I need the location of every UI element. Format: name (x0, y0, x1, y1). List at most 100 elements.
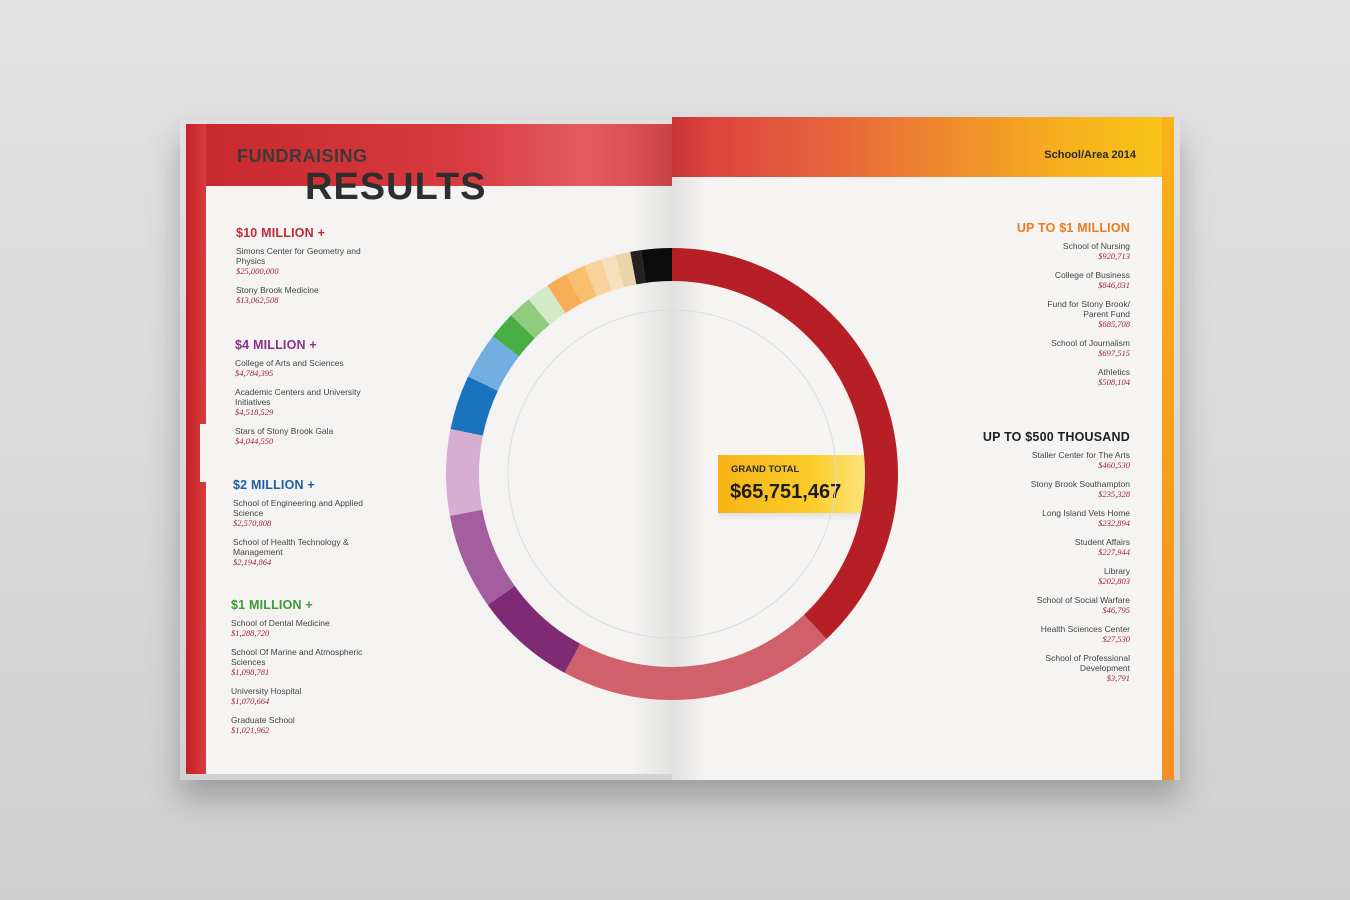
list-item: College of Arts and Sciences $4,784,395 (235, 358, 375, 378)
left-header-band (186, 124, 672, 186)
entry-amount: $1,098,781 (231, 667, 270, 677)
entry-amount: $1,021,962 (231, 725, 270, 735)
left-spine-edge (186, 124, 206, 774)
list-item: Long Island Vets Home $232,894 (960, 508, 1130, 528)
left-page: FUNDRAISING RESULTS $10 MILLION + Simons… (186, 124, 672, 774)
entry-amount: $1,288,720 (231, 628, 270, 638)
donut-segment (492, 315, 535, 357)
tier-4-million: $4 MILLION + College of Arts and Science… (235, 338, 375, 455)
entry-name: Long Island Vets Home (1042, 508, 1130, 518)
entry-name: College of Arts and Sciences (235, 358, 344, 368)
entry-amount: $13,062,508 (236, 295, 279, 305)
title-line-1: FUNDRAISING (237, 146, 368, 166)
entry-name: Academic Centers and University Initiati… (235, 387, 361, 407)
donut-segment (566, 265, 598, 304)
list-item: School of Social Warfare $46,795 (960, 595, 1130, 615)
right-header-band (672, 117, 1174, 177)
grand-total-value: $65,751,467 (730, 481, 842, 503)
entry-name: School Of Marine and Atmospheric Science… (231, 647, 363, 667)
entry-name: School of Professional Development (1045, 653, 1130, 673)
entry-amount: $846,031 (1098, 280, 1130, 290)
tier-heading: $10 MILLION + (236, 226, 326, 240)
list-item: Academic Centers and University Initiati… (235, 387, 375, 417)
donut-segment (487, 585, 581, 673)
list-item: School Of Marine and Atmospheric Science… (231, 647, 371, 677)
entry-amount: $227,944 (1098, 547, 1130, 557)
list-item: School of Professional Development $3,791 (960, 653, 1130, 683)
entry-amount: $2,194,864 (233, 557, 272, 567)
list-item: Athletics $508,104 (960, 367, 1130, 387)
list-item: Stony Brook Southampton $235,328 (960, 479, 1130, 499)
donut-segment (672, 248, 898, 639)
list-item: School of Dental Medicine $1,288,720 (231, 618, 371, 638)
entry-name: School of Journalism (1051, 338, 1130, 348)
entry-amount: $4,518,529 (235, 407, 274, 417)
entry-amount: $920,713 (1098, 251, 1130, 261)
tier-up-to-1-million: UP TO $1 MILLION School of Nursing $920,7… (960, 221, 1130, 396)
entry-name: Stony Brook Medicine (236, 285, 319, 295)
entry-amount: $202,803 (1098, 576, 1130, 586)
entry-name: School of Dental Medicine (231, 618, 330, 628)
entry-name: Health Sciences Center (1040, 624, 1130, 634)
entry-name: Stony Brook Southampton (1030, 479, 1130, 489)
donut-segment (584, 259, 612, 297)
entry-name: College of Business (1054, 270, 1130, 280)
donut-segment (615, 251, 637, 288)
tier-heading: $2 MILLION + (233, 478, 315, 492)
entry-name: Student Affairs (1074, 537, 1130, 547)
list-item: University Hospital $1,070,664 (231, 686, 371, 706)
donut-segment (445, 429, 483, 516)
entry-amount: $460,530 (1098, 460, 1130, 470)
entry-amount: $4,044,550 (235, 436, 274, 446)
entry-name: School of Nursing (1062, 241, 1130, 251)
tier-heading: $1 MILLION + (231, 598, 313, 612)
donut-segment (630, 250, 646, 285)
list-item: Stony Brook Medicine $13,062,508 (236, 285, 376, 305)
list-item: College of Business $846,031 (960, 270, 1130, 290)
entry-name: School of Engineering and Applied Scienc… (233, 498, 363, 518)
entry-name: University Hospital (231, 686, 302, 696)
grand-total-label: GRAND TOTAL (731, 464, 800, 475)
tier-heading: $4 MILLION + (235, 338, 317, 352)
right-page-edge (1162, 117, 1174, 780)
title-line-2: RESULTS (305, 166, 487, 208)
entry-name: Athletics (1097, 367, 1130, 377)
donut-segment (528, 285, 566, 325)
entry-amount: $25,000,000 (236, 266, 279, 276)
tier-heading: UP TO $500 THOUSAND (982, 430, 1130, 444)
entry-name: School of Social Warfare (1036, 595, 1130, 605)
entry-amount: $685,708 (1098, 319, 1130, 329)
entry-amount: $27,530 (1102, 634, 1130, 644)
entry-name: Staller Center for The Arts (1031, 450, 1130, 460)
list-item: Simons Center for Geometry and Physics $2… (236, 246, 376, 276)
tier-up-to-500-thousand: UP TO $500 THOUSAND Staller Center for T… (960, 430, 1130, 692)
entry-amount: $3,791 (1106, 673, 1130, 683)
grand-total-shadow (718, 513, 868, 521)
entry-amount: $4,784,395 (235, 368, 274, 378)
list-item: Library $202,803 (960, 566, 1130, 586)
list-item: School of Nursing $920,713 (960, 241, 1130, 261)
donut-segment (468, 336, 520, 391)
donut-segment (601, 255, 624, 291)
list-item: Graduate School $1,021,962 (231, 715, 371, 735)
entry-name: Stars of Stony Brook Gala (235, 426, 334, 436)
ring-segments (445, 248, 898, 701)
entry-amount: $2,570,808 (233, 518, 272, 528)
entry-amount: $235,328 (1098, 489, 1130, 499)
list-item: School of Engineering and Applied Scienc… (233, 498, 373, 528)
entry-name: Library (1104, 566, 1130, 576)
donut-segment (511, 299, 550, 339)
donut-segment (547, 274, 582, 314)
tier-10-million: $10 MILLION + Simons Center for Geometry… (236, 226, 376, 314)
donut-segment (450, 376, 498, 436)
list-item: Student Affairs $227,944 (960, 537, 1130, 557)
donut-segment (564, 614, 827, 701)
list-item: Staller Center for The Arts $460,530 (960, 450, 1130, 470)
list-item: School of Health Technology & Management… (233, 537, 373, 567)
entry-name: School of Health Technology & Management (233, 537, 349, 557)
grand-total-box: GRAND TOTAL $65,751,467 (718, 455, 876, 513)
entry-amount: $1,070,664 (231, 696, 270, 706)
donut-segment (641, 248, 672, 283)
entry-name: Fund for Stony Brook/ Parent Fund (1047, 299, 1130, 319)
